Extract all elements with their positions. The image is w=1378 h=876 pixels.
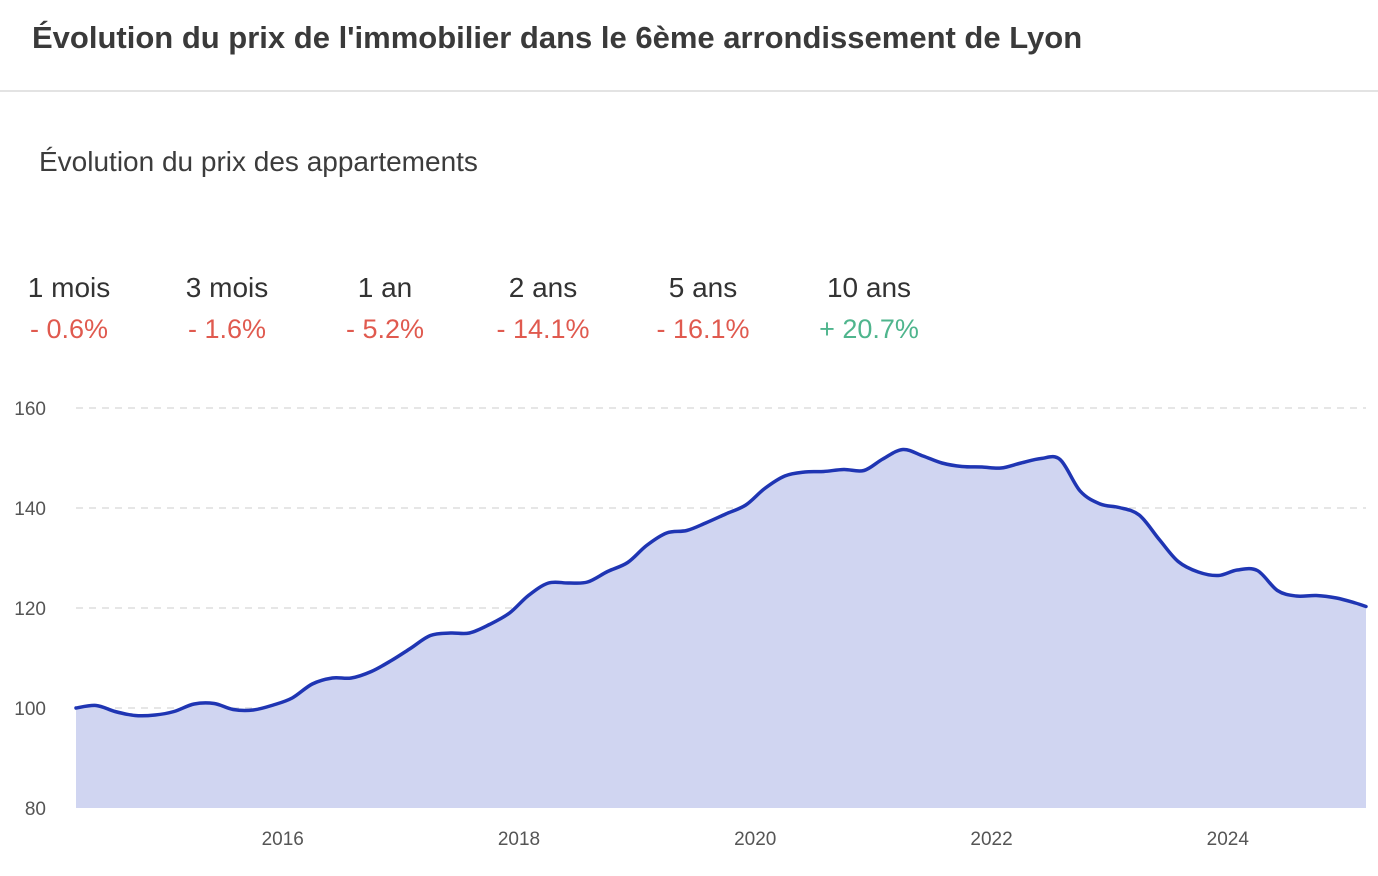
- stat-change: - 14.1%: [496, 314, 590, 344]
- price-area-fill: [76, 449, 1366, 808]
- stat-change: + 20.7%: [819, 314, 919, 344]
- price-line: [74, 447, 1368, 718]
- x-tick-label: 2016: [262, 829, 304, 850]
- x-tick-label: 2022: [970, 829, 1012, 850]
- y-tick-label: 100: [14, 699, 46, 720]
- stat-period: 10 ans: [826, 272, 912, 303]
- stat-period: 1 mois: [27, 272, 111, 303]
- stat-change: - 16.1%: [656, 314, 750, 344]
- axis-labels: 80 100 120 140 160 2016 2018 2020 2022 2024: [14, 399, 1249, 850]
- stat-change: - 0.6%: [29, 314, 109, 344]
- y-tick-label: 120: [14, 599, 46, 620]
- stat-2-years: 2 ans - 14.1%: [468, 272, 618, 345]
- stat-period: 5 ans: [668, 272, 738, 303]
- stat-1-year: 1 an - 5.2%: [310, 272, 460, 345]
- y-tick-label: 80: [25, 799, 46, 820]
- y-tick-label: 160: [14, 399, 46, 420]
- stat-period: 2 ans: [508, 272, 578, 303]
- x-tick-label: 2018: [498, 829, 540, 850]
- stat-change: - 5.2%: [345, 314, 425, 344]
- stat-10-years: 10 ans + 20.7%: [794, 272, 944, 345]
- stat-change: - 1.6%: [187, 314, 267, 344]
- area-layer: [74, 447, 1368, 808]
- y-tick-label: 140: [14, 499, 46, 520]
- stat-period: 1 an: [357, 272, 413, 303]
- stat-5-years: 5 ans - 16.1%: [628, 272, 778, 345]
- stat-3-months: 3 mois - 1.6%: [152, 272, 302, 345]
- page-header: Évolution du prix de l'immobilier dans l…: [0, 0, 1378, 92]
- page-title: Évolution du prix de l'immobilier dans l…: [32, 20, 1083, 55]
- stat-1-month: 1 mois - 0.6%: [0, 272, 144, 345]
- stat-period: 3 mois: [185, 272, 269, 303]
- section-title: Évolution du prix des appartements: [39, 146, 478, 177]
- x-tick-label: 2024: [1207, 829, 1250, 850]
- x-tick-label: 2020: [734, 829, 776, 850]
